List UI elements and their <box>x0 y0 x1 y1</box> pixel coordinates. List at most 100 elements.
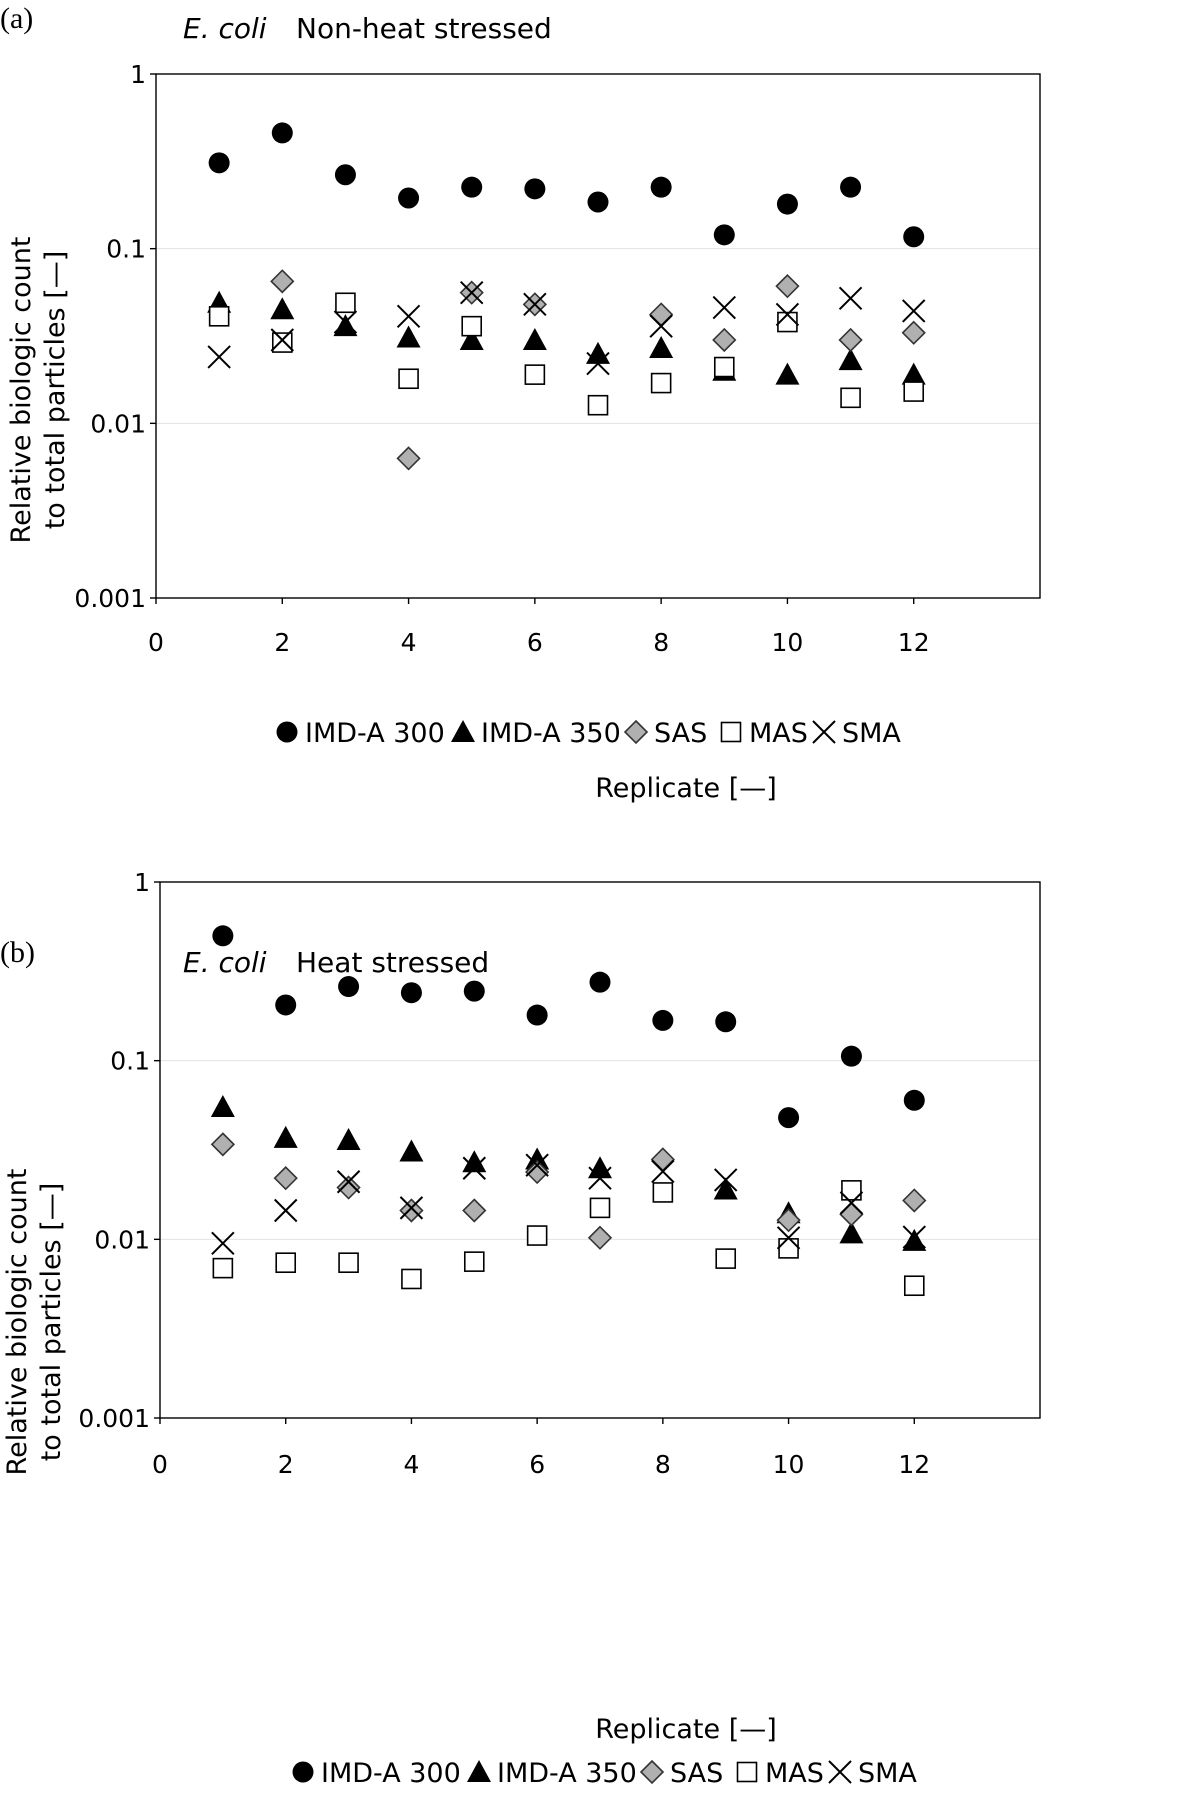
legend-label: IMD-A 350 <box>497 1758 637 1789</box>
data-point <box>208 306 230 327</box>
legend-marker <box>720 721 742 743</box>
data-point <box>274 1198 298 1223</box>
data-point <box>778 1238 799 1259</box>
data-point <box>712 327 737 353</box>
data-point <box>903 1089 925 1111</box>
data-point <box>336 1127 361 1150</box>
data-point <box>586 351 610 376</box>
data-point <box>901 362 926 385</box>
data-point <box>275 1252 297 1273</box>
data-point <box>775 274 800 299</box>
legend-marker <box>812 720 836 744</box>
data-point <box>713 1177 738 1200</box>
data-point <box>398 368 419 390</box>
data-point <box>587 1225 613 1250</box>
data-point <box>903 381 925 402</box>
data-point <box>840 387 861 409</box>
legend-marker <box>276 721 298 743</box>
data-point <box>207 345 231 369</box>
legend-marker <box>467 1760 491 1782</box>
data-point <box>338 976 360 998</box>
series-diamond <box>210 1132 927 1250</box>
data-point <box>524 364 546 385</box>
data-point <box>902 1228 927 1251</box>
series-cross <box>211 1153 926 1256</box>
x-tick-label: 4 <box>403 1450 419 1479</box>
legend-marker <box>292 1761 314 1783</box>
data-point <box>776 193 798 215</box>
x-tick-label: 10 <box>772 628 804 657</box>
data-point <box>462 1150 487 1173</box>
data-point <box>649 314 673 338</box>
data-point <box>588 1156 612 1179</box>
chart-title: Heat stressed <box>296 946 489 979</box>
data-point <box>336 1170 361 1194</box>
data-point <box>841 1180 862 1201</box>
data-point <box>211 1231 235 1256</box>
y-axis-label-line2: to total particles [—] <box>40 251 71 530</box>
y-tick-label: 0.1 <box>106 235 146 264</box>
y-tick-label: 1 <box>130 60 146 89</box>
data-point <box>650 372 672 394</box>
data-point <box>839 1221 864 1244</box>
legend: IMD-A 300 IMD-A 350 SAS MAS SMA <box>276 718 901 749</box>
data-point <box>589 1197 611 1219</box>
x-axis-label: Replicate [—] <box>595 1714 777 1745</box>
data-point <box>212 1257 234 1279</box>
x-tick-label: 0 <box>152 1450 168 1479</box>
legend-marker <box>451 720 475 742</box>
x-tick-label: 6 <box>529 1450 545 1479</box>
data-point <box>902 299 926 323</box>
x-tick-label: 0 <box>148 628 164 657</box>
data-point <box>525 1159 550 1185</box>
legend-label: MAS <box>749 718 808 749</box>
legend-label: SAS <box>670 1758 723 1789</box>
data-point <box>210 1132 235 1157</box>
data-point <box>778 1107 800 1129</box>
data-point <box>401 1268 422 1290</box>
series-circle <box>208 122 925 248</box>
data-point <box>587 191 609 213</box>
x-tick-label: 12 <box>898 1450 930 1479</box>
data-point <box>903 1275 925 1297</box>
data-point <box>526 1225 548 1246</box>
legend-label: IMD-A 300 <box>321 1758 461 1789</box>
series-circle <box>212 925 925 1129</box>
x-tick-label: 2 <box>274 628 290 657</box>
legend-marker <box>623 719 649 745</box>
series-diamond <box>270 269 926 471</box>
data-point <box>400 982 422 1004</box>
legend-label: SAS <box>654 718 707 749</box>
data-point <box>270 269 295 294</box>
data-point <box>522 327 547 350</box>
data-point <box>212 925 234 947</box>
legend-marker <box>639 1759 665 1785</box>
data-point <box>399 1198 424 1223</box>
data-point <box>525 1153 549 1177</box>
data-point <box>208 152 230 174</box>
data-point <box>587 394 609 416</box>
data-point <box>461 176 483 198</box>
plot-frame <box>159 881 1041 1419</box>
data-point <box>210 1095 235 1118</box>
series-triangle <box>207 290 926 385</box>
data-point <box>777 311 798 333</box>
data-point <box>652 1009 674 1031</box>
y-axis-label-line2: to total particles [—] <box>36 1183 67 1462</box>
data-point <box>903 226 925 248</box>
series-square <box>212 1180 925 1297</box>
legend-marker <box>736 1761 758 1783</box>
data-point <box>714 1168 738 1192</box>
data-point <box>902 1225 926 1249</box>
data-point <box>715 1248 737 1269</box>
panel-label: (a) <box>0 2 33 35</box>
data-point <box>273 1166 298 1191</box>
data-point <box>462 1198 487 1223</box>
data-point <box>715 1011 737 1033</box>
data-point <box>840 1045 862 1067</box>
data-point <box>398 187 420 209</box>
data-point <box>775 302 800 327</box>
data-point <box>270 328 294 352</box>
